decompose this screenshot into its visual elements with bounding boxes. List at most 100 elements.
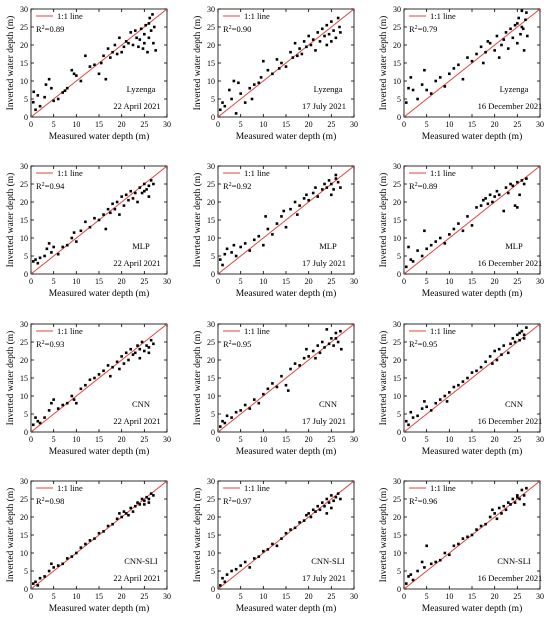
data-point [88,539,92,542]
data-point [434,79,438,83]
data-point [506,501,510,504]
x-tick-label: 20 [118,592,126,601]
r2-superscript: 2 [415,340,418,346]
data-point [248,86,252,90]
r2-value: =0.95 [232,339,252,349]
data-point [31,260,35,263]
data-point [500,43,503,47]
data-point [152,41,155,45]
data-point [257,234,261,238]
y-tick-label: 0 [397,428,401,437]
data-point [438,558,442,562]
data-point [448,553,451,557]
x-axis-label: Measured water depth (m) [49,131,150,142]
r2-superscript: 2 [229,497,232,503]
data-point [284,383,288,387]
y-tick-label: 25 [207,495,215,504]
y-tick-label: 5 [211,252,215,261]
data-point [271,72,274,76]
data-point [280,61,283,65]
data-point [502,209,506,213]
data-point [445,400,449,403]
data-point [115,517,119,521]
data-point [147,351,151,355]
data-point [221,101,224,104]
scatter-panel: 0 5 10 15 20 25 30 0 5 10 15 20 25 30 Measured water d… [5,320,171,457]
data-point [298,364,301,367]
x-tick-label: 0 [216,592,220,601]
r2-value: =0.93 [45,339,65,349]
r2-prefix: R [409,496,415,506]
data-point [518,497,521,501]
data-point [56,564,60,567]
data-point [495,34,499,38]
y-tick-label: 10 [20,234,28,243]
data-point [262,392,265,396]
data-point [420,83,424,86]
x-tick-label: 10 [445,435,453,444]
data-point [323,182,326,186]
data-point [36,261,40,265]
date-label: 22 April 2021 [113,573,160,583]
data-point [438,236,442,240]
data-point [461,77,465,81]
data-point [307,198,310,202]
x-tick-label: 30 [163,435,171,444]
data-point [262,243,265,247]
x-tick-label: 15 [468,120,476,129]
r2-prefix: R [223,339,229,349]
y-tick-label: 20 [393,513,401,522]
y-tick-label: 0 [397,585,401,594]
data-point [307,512,310,515]
data-point [147,346,151,349]
data-point [79,546,83,549]
data-point [429,243,433,247]
y-tick-label: 10 [207,77,215,86]
r2-annotation: R2=0.95 [223,339,251,349]
data-point [482,61,485,65]
data-point [491,200,494,204]
data-point [330,337,333,340]
data-point [305,347,308,351]
data-point [143,349,146,353]
data-point [318,351,322,355]
date-label: 16 December 2021 [478,573,543,583]
data-point [133,351,137,355]
model-label: CNN [505,399,523,409]
data-point [239,245,242,249]
date-label: 22 April 2021 [113,416,160,426]
data-point [141,47,145,50]
y-axis-label: Inverted water depth (m) [192,16,203,111]
data-point [509,182,512,186]
data-point [138,38,142,41]
data-point [104,77,108,81]
data-point [493,49,496,52]
data-point [239,92,242,95]
data-point [61,245,65,249]
x-axis-label: Measured water depth (m) [236,446,337,457]
x-tick-label: 30 [163,592,171,601]
x-tick-label: 0 [216,435,220,444]
data-point [43,416,46,419]
y-axis-label: Inverted water depth (m) [378,331,389,426]
data-point [143,499,146,503]
data-point [336,340,340,344]
data-point [106,364,110,367]
x-tick-label: 30 [163,277,171,286]
x-tick-label: 15 [282,435,290,444]
data-point [475,206,478,209]
data-point [302,40,306,43]
data-point [289,50,292,54]
data-point [38,104,42,108]
data-point [520,488,524,492]
data-point [525,177,528,180]
y-tick-label: 15 [20,216,28,225]
data-point [520,329,524,333]
data-point [293,41,297,45]
data-point [106,47,110,50]
data-point [140,497,144,501]
scatter-panel: 0 5 10 15 20 25 30 0 5 10 15 20 25 30 Measured water d… [5,5,171,142]
data-point [75,240,78,243]
data-point [154,49,157,52]
data-point [257,555,261,558]
